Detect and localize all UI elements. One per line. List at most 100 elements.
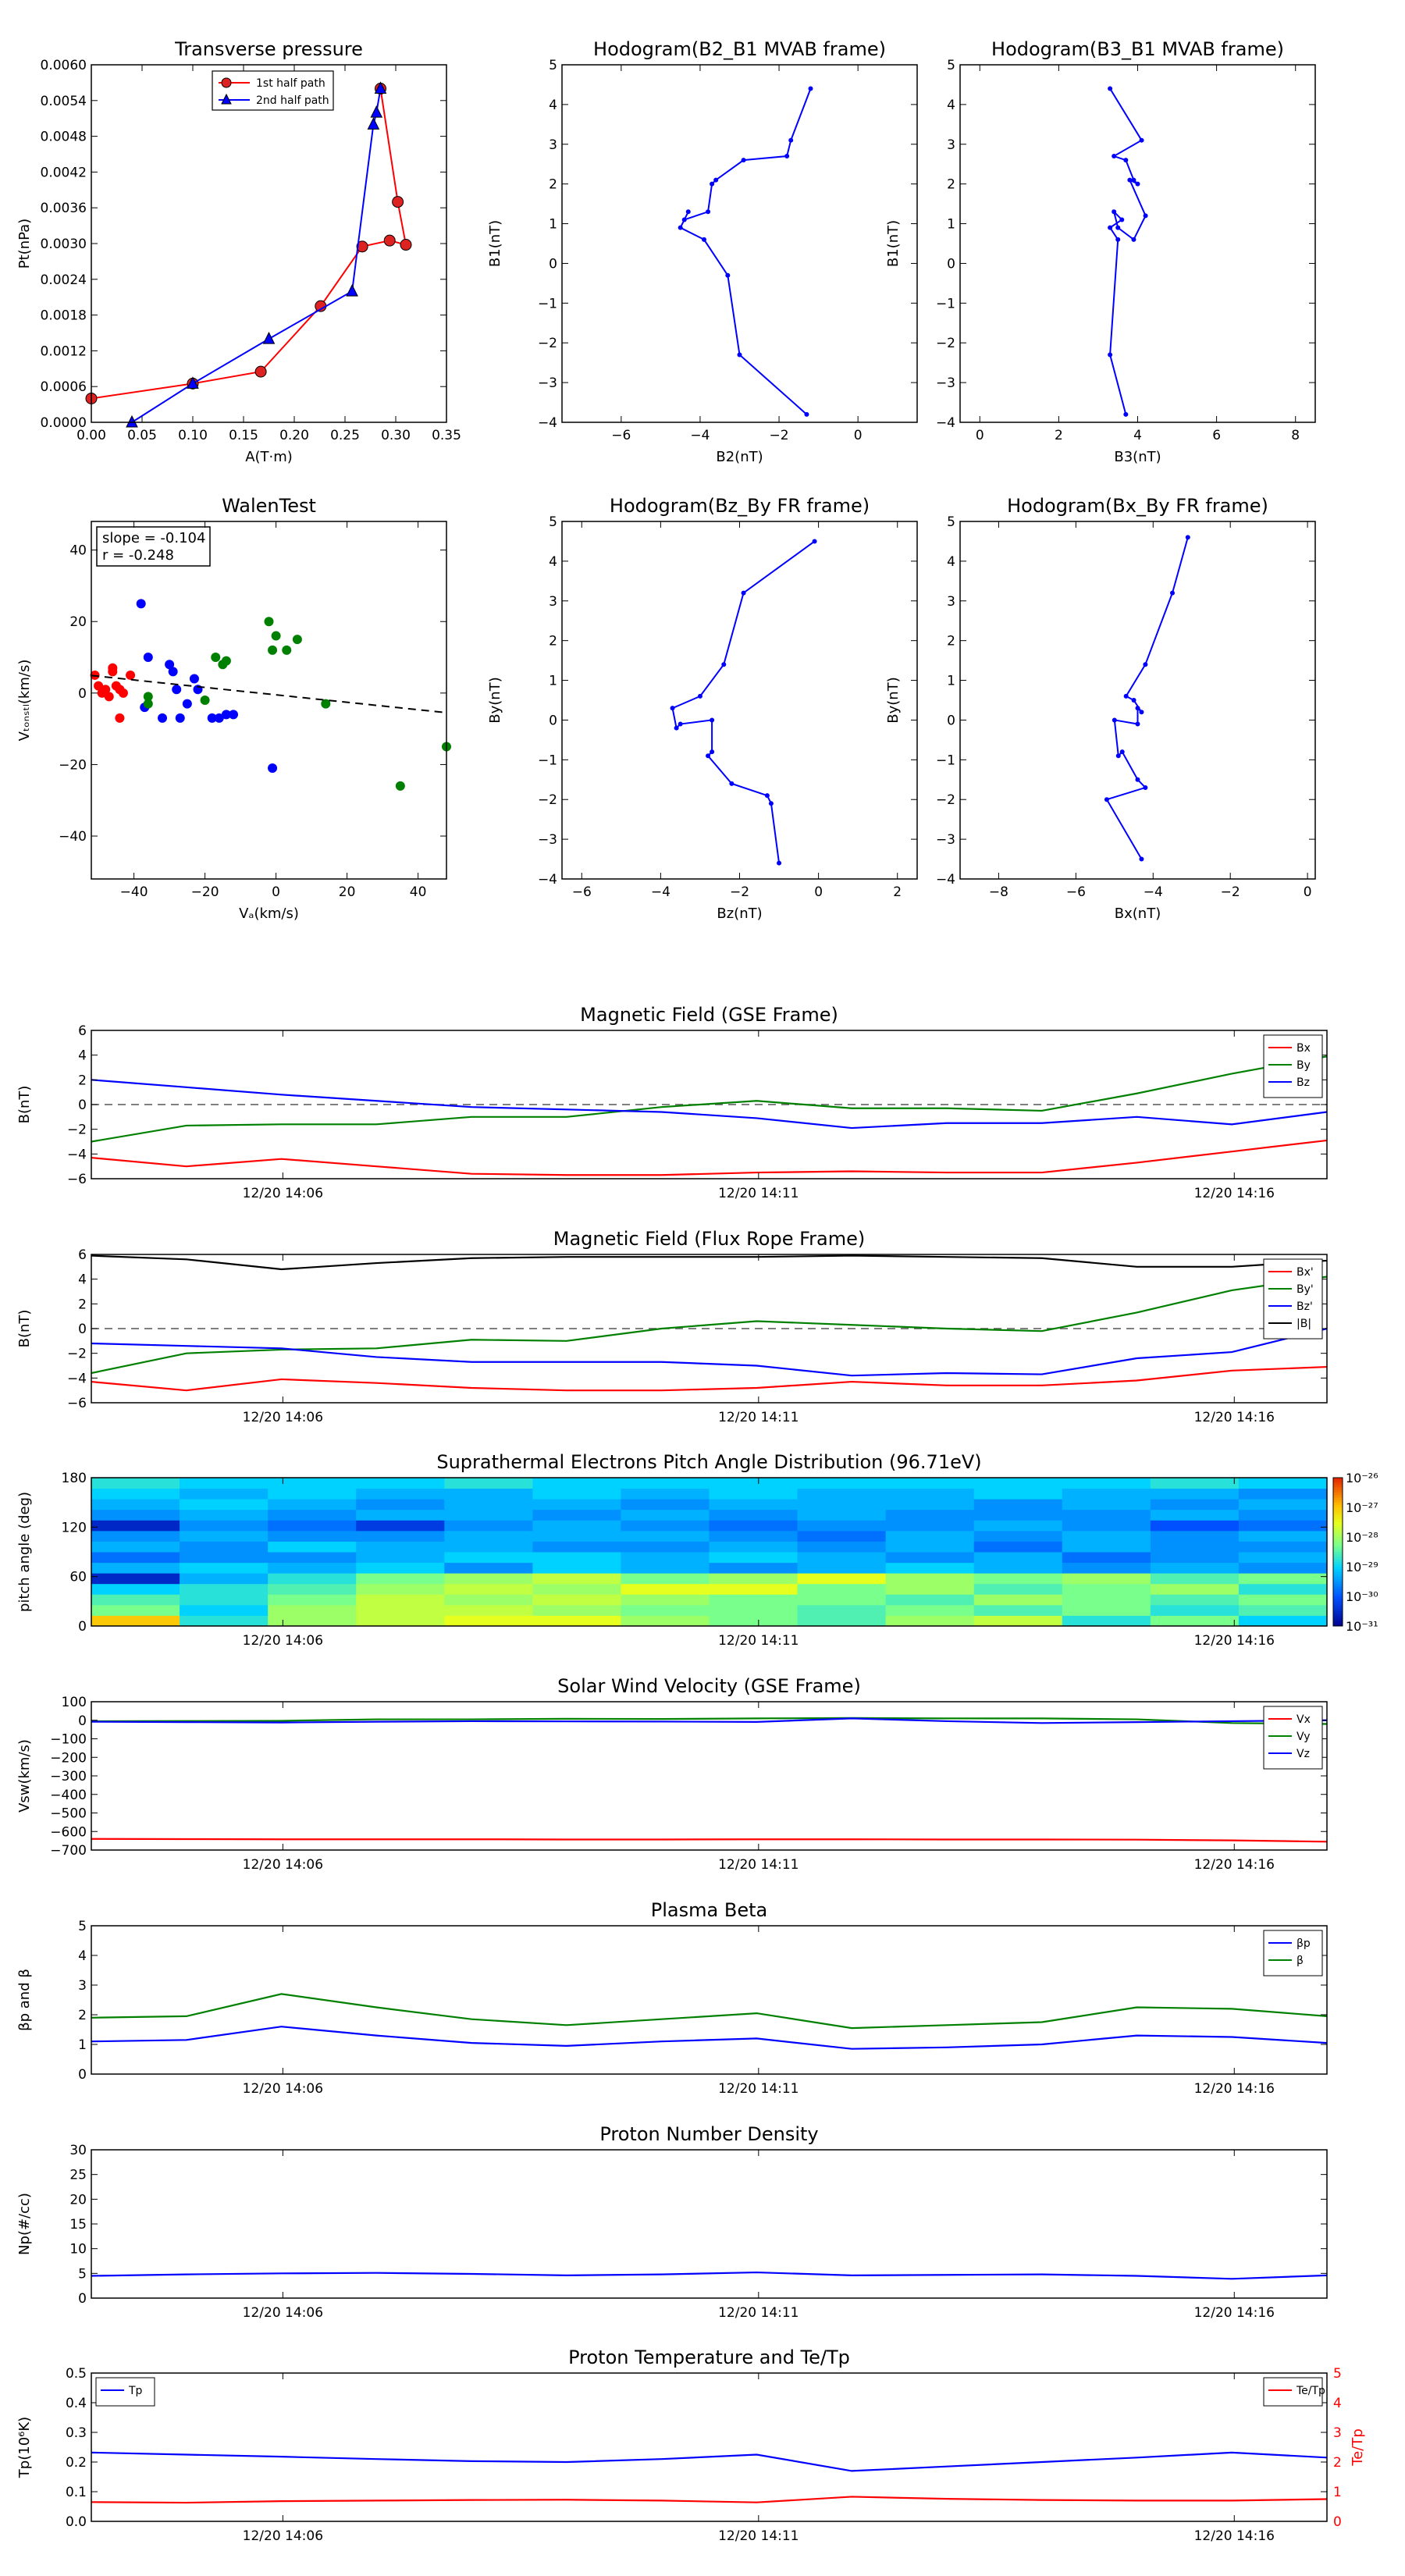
walen-point-red — [126, 670, 136, 680]
hodo4-ytick-label: 0 — [947, 713, 955, 728]
transverse-legend-marker — [221, 93, 232, 105]
np-line-Np — [91, 2271, 1328, 2280]
pad-cell — [973, 1583, 1063, 1595]
hodo3-point — [721, 662, 727, 667]
transverse-marker-triangle — [346, 283, 358, 297]
pad-cell — [973, 1520, 1063, 1532]
vsw-ytick-label: −500 — [50, 1806, 87, 1822]
pad-cell — [1062, 1615, 1151, 1627]
hodo3-plot-frame — [561, 521, 918, 880]
hodo2-plot-frame — [959, 64, 1316, 423]
hodo1-ytick-label: 3 — [549, 137, 557, 153]
transverse-xtick-label: 0.30 — [381, 428, 411, 443]
pad-cell — [444, 1541, 533, 1553]
pad-cell — [532, 1541, 621, 1553]
pad-colorbar-segment — [1333, 1525, 1343, 1528]
pad-colorbar-segment — [1333, 1480, 1343, 1483]
pad-colorbar-segment — [1333, 1514, 1343, 1518]
pad-colorbar-label: 10⁻²⁶ — [1346, 1471, 1378, 1485]
hodo1-point — [788, 137, 794, 143]
vsw-line-Vx — [91, 1838, 1328, 1843]
pad-colorbar-segment — [1333, 1517, 1343, 1521]
hodo1-line — [679, 88, 812, 415]
vsw-xtick-label: 12/20 14:11 — [718, 1857, 799, 1873]
pad-cell — [621, 1488, 710, 1500]
pad-cell — [180, 1509, 269, 1521]
hodo4-point — [1139, 710, 1144, 715]
pad-colorbar-segment — [1333, 1549, 1343, 1553]
hodo2-title: Hodogram(B3_B1 MVAB frame) — [991, 38, 1284, 60]
pad-cell — [532, 1562, 621, 1574]
hodo4-xtick-label: −6 — [1066, 884, 1086, 900]
pad-cell — [268, 1604, 357, 1616]
hodo1-point — [706, 209, 711, 215]
hodo2-ytick-label: 0 — [947, 256, 955, 272]
pad-cell — [444, 1583, 533, 1595]
transverse-marker-triangle — [126, 415, 138, 428]
hodo3-title: Hodogram(Bz_By FR frame) — [610, 495, 870, 517]
tp-ytick-label: 0.2 — [66, 2455, 87, 2471]
hodo1-title: Hodogram(B2_B1 MVAB frame) — [593, 38, 886, 60]
pad-colorbar-frame — [1332, 1477, 1343, 1627]
vsw-title: Solar Wind Velocity (GSE Frame) — [557, 1675, 861, 1697]
transverse-ylabel: Pt(nPa) — [16, 219, 33, 269]
pad-colorbar-segment — [1333, 1584, 1343, 1587]
pad-cell — [444, 1478, 533, 1489]
pad-cell — [1238, 1573, 1328, 1585]
walen-point-green — [321, 699, 331, 709]
transverse-xtick-label: 0.15 — [229, 428, 258, 443]
walen-point-green — [268, 645, 278, 655]
pad-cell — [1150, 1573, 1240, 1585]
hodo3-point — [764, 793, 770, 799]
np-xtick-label: 12/20 14:11 — [718, 2305, 799, 2321]
walen-point-red — [94, 681, 104, 691]
pad-cell — [1150, 1604, 1240, 1616]
pad-cell — [180, 1520, 269, 1532]
pad-cell — [1238, 1552, 1328, 1564]
pad-cell — [885, 1552, 975, 1564]
hodo2-point — [1131, 177, 1136, 183]
hodo1-point — [678, 225, 683, 230]
pad-cell — [1062, 1604, 1151, 1616]
pad-xtick-label: 12/20 14:11 — [718, 1633, 799, 1649]
pad-colorbar-segment — [1333, 1502, 1343, 1506]
walen-point-blue — [221, 710, 231, 720]
vsw-line-Vy — [91, 1717, 1328, 1725]
hodo1-xtick-label: −2 — [770, 428, 789, 443]
walen-point-green — [292, 635, 302, 645]
hodo2-ytick-label: 1 — [947, 217, 955, 233]
pad-cell — [532, 1552, 621, 1564]
mag_gse-legend-label: By — [1297, 1059, 1311, 1072]
pad-colorbar-segment — [1333, 1564, 1343, 1567]
transverse-legend-box — [212, 70, 334, 111]
hodo3-ytick-label: 4 — [549, 554, 557, 570]
hodo1-ytick-label: −1 — [538, 296, 557, 311]
hodo2-point — [1135, 181, 1140, 187]
transverse-title: Transverse pressure — [174, 38, 363, 60]
walen-ytick-label: 20 — [69, 614, 87, 630]
hodo1-ytick-label: 1 — [549, 217, 557, 233]
pad-cell — [973, 1541, 1063, 1553]
mag_gse-ytick-label: −2 — [67, 1123, 87, 1138]
pad-cell — [356, 1573, 445, 1585]
tp-xtick-label: 12/20 14:16 — [1194, 2528, 1275, 2544]
hodo3-ytick-label: −1 — [538, 753, 557, 768]
hodo4-point — [1119, 749, 1125, 755]
hodo2-point — [1127, 177, 1133, 183]
np-ytick-label: 25 — [69, 2168, 87, 2183]
hodo3-ytick-label: −4 — [538, 872, 557, 888]
pad-colorbar-segment — [1333, 1534, 1343, 1538]
hodo2-point — [1139, 137, 1144, 143]
tp-title: Proton Temperature and Te/Tp — [568, 2347, 850, 2368]
pad-cell — [885, 1499, 975, 1510]
pad-cell — [180, 1541, 269, 1553]
transverse-ytick-label: 0.0036 — [41, 201, 87, 216]
pad-cell — [268, 1562, 357, 1574]
hodo2-point — [1108, 352, 1113, 358]
pad-cell — [268, 1509, 357, 1521]
vsw-line-Vz — [91, 1717, 1328, 1724]
tp-legend-box — [1263, 2377, 1323, 2407]
hodo3-point — [741, 590, 746, 596]
pad-xtick-label: 12/20 14:16 — [1194, 1633, 1275, 1649]
tp-ytick-label: 0.1 — [66, 2485, 87, 2500]
